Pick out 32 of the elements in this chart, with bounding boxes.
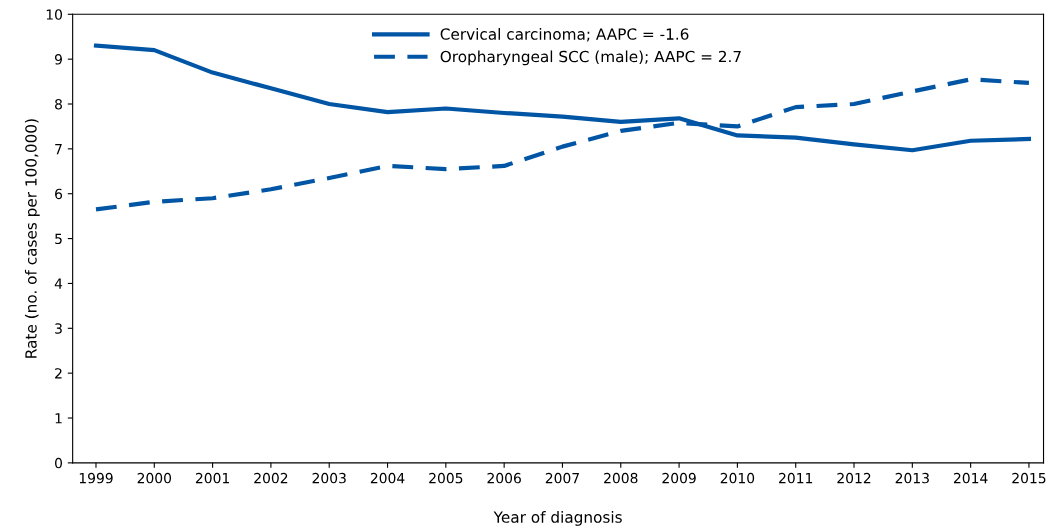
y-tick-label: 8 — [55, 98, 62, 110]
x-tick-label: 2000 — [137, 472, 172, 484]
x-axis-title: Year of diagnosis — [493, 511, 622, 526]
y-tick-label: 6 — [55, 188, 63, 200]
y-tick-label: 10 — [46, 9, 63, 20]
x-tick-label: 2013 — [895, 472, 929, 484]
y-tick-label: 9 — [54, 54, 62, 65]
legend-label: Cervical carcinoma; AAPC = -1.6 — [440, 28, 689, 42]
x-tick-label: 2009 — [662, 472, 696, 484]
x-tick-label: 1999 — [79, 472, 113, 484]
x-tick-label: 2014 — [953, 472, 988, 484]
x-tick-label: 2007 — [545, 472, 579, 484]
x-tick-label: 2003 — [312, 472, 346, 484]
y-tick-label: 7 — [55, 144, 62, 155]
y-tick-label: 2 — [55, 368, 62, 379]
y-tick-label: 5 — [55, 233, 62, 245]
x-tick-label: 2001 — [195, 472, 229, 484]
y-tick-label: 3 — [55, 323, 62, 334]
x-tick-label: 2002 — [254, 472, 288, 484]
x-tick-label: 2011 — [779, 472, 813, 484]
x-tick-label: 2004 — [370, 472, 405, 484]
x-tick-label: 2010 — [720, 472, 755, 484]
y-tick-label: 1 — [55, 413, 62, 424]
legend-label: Oropharyngeal SCC (male); AAPC = 2.7 — [440, 50, 741, 66]
x-tick-label: 2015 — [1012, 472, 1046, 484]
y-axis-title: Rate (no. of cases per 100,000) — [24, 119, 40, 358]
y-tick-label: 0 — [55, 457, 63, 469]
x-tick-label: 2006 — [487, 472, 521, 484]
x-tick-label: 2012 — [837, 472, 871, 484]
y-tick-label: 4 — [54, 278, 63, 289]
x-tick-label: 2008 — [604, 472, 638, 484]
x-tick-label: 2005 — [429, 472, 463, 484]
